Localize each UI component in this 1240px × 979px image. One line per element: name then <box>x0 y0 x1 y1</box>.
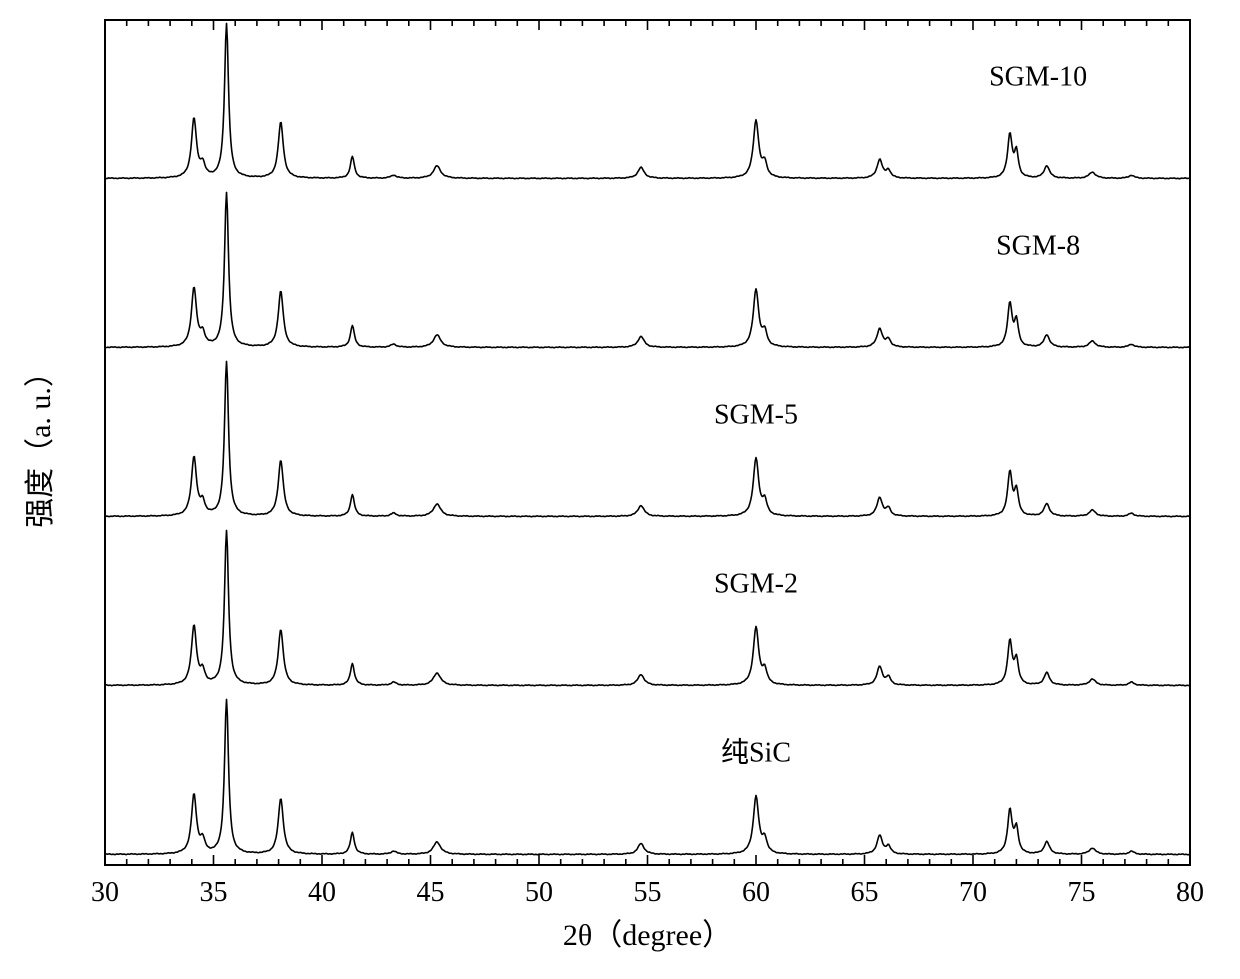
x-tick-label: 55 <box>634 877 662 908</box>
chart-svg: 30 35 40 45 50 55 60 65 70 75 80 2θ（degree） 强度（a. u.… <box>0 0 1240 979</box>
series-label-sgm10: SGM-10 <box>989 62 1087 93</box>
spectrum-sgm10 <box>105 23 1190 178</box>
x-tick-label: 30 <box>91 877 119 908</box>
spectrum-sic <box>105 699 1190 854</box>
x-tick-label: 40 <box>308 877 336 908</box>
series-label-sgm8: SGM-8 <box>996 231 1080 262</box>
spectrum-sgm2 <box>105 530 1190 685</box>
x-tick-label: 50 <box>525 877 553 908</box>
x-tick-label: 80 <box>1176 877 1204 908</box>
x-tick-label: 70 <box>959 877 987 908</box>
y-axis-label: 强度（a. u.） <box>24 357 57 528</box>
spectrum-sgm5 <box>105 361 1190 516</box>
spectrum-sgm8 <box>105 192 1190 347</box>
x-tick-label: 45 <box>417 877 445 908</box>
xrd-chart: 30 35 40 45 50 55 60 65 70 75 80 2θ（degree） 强度（a. u.… <box>0 0 1240 979</box>
series-label-sic: 纯SiC <box>721 737 791 769</box>
x-tick-label: 75 <box>1068 877 1096 908</box>
x-axis-label: 2θ（degree） <box>563 919 732 952</box>
plot-frame <box>105 20 1190 865</box>
x-tick-label: 65 <box>851 877 879 908</box>
series-label-sgm2: SGM-2 <box>714 569 798 600</box>
series-label-sgm5: SGM-5 <box>714 400 798 431</box>
x-tick-label: 35 <box>200 877 228 908</box>
x-tick-label: 60 <box>742 877 770 908</box>
